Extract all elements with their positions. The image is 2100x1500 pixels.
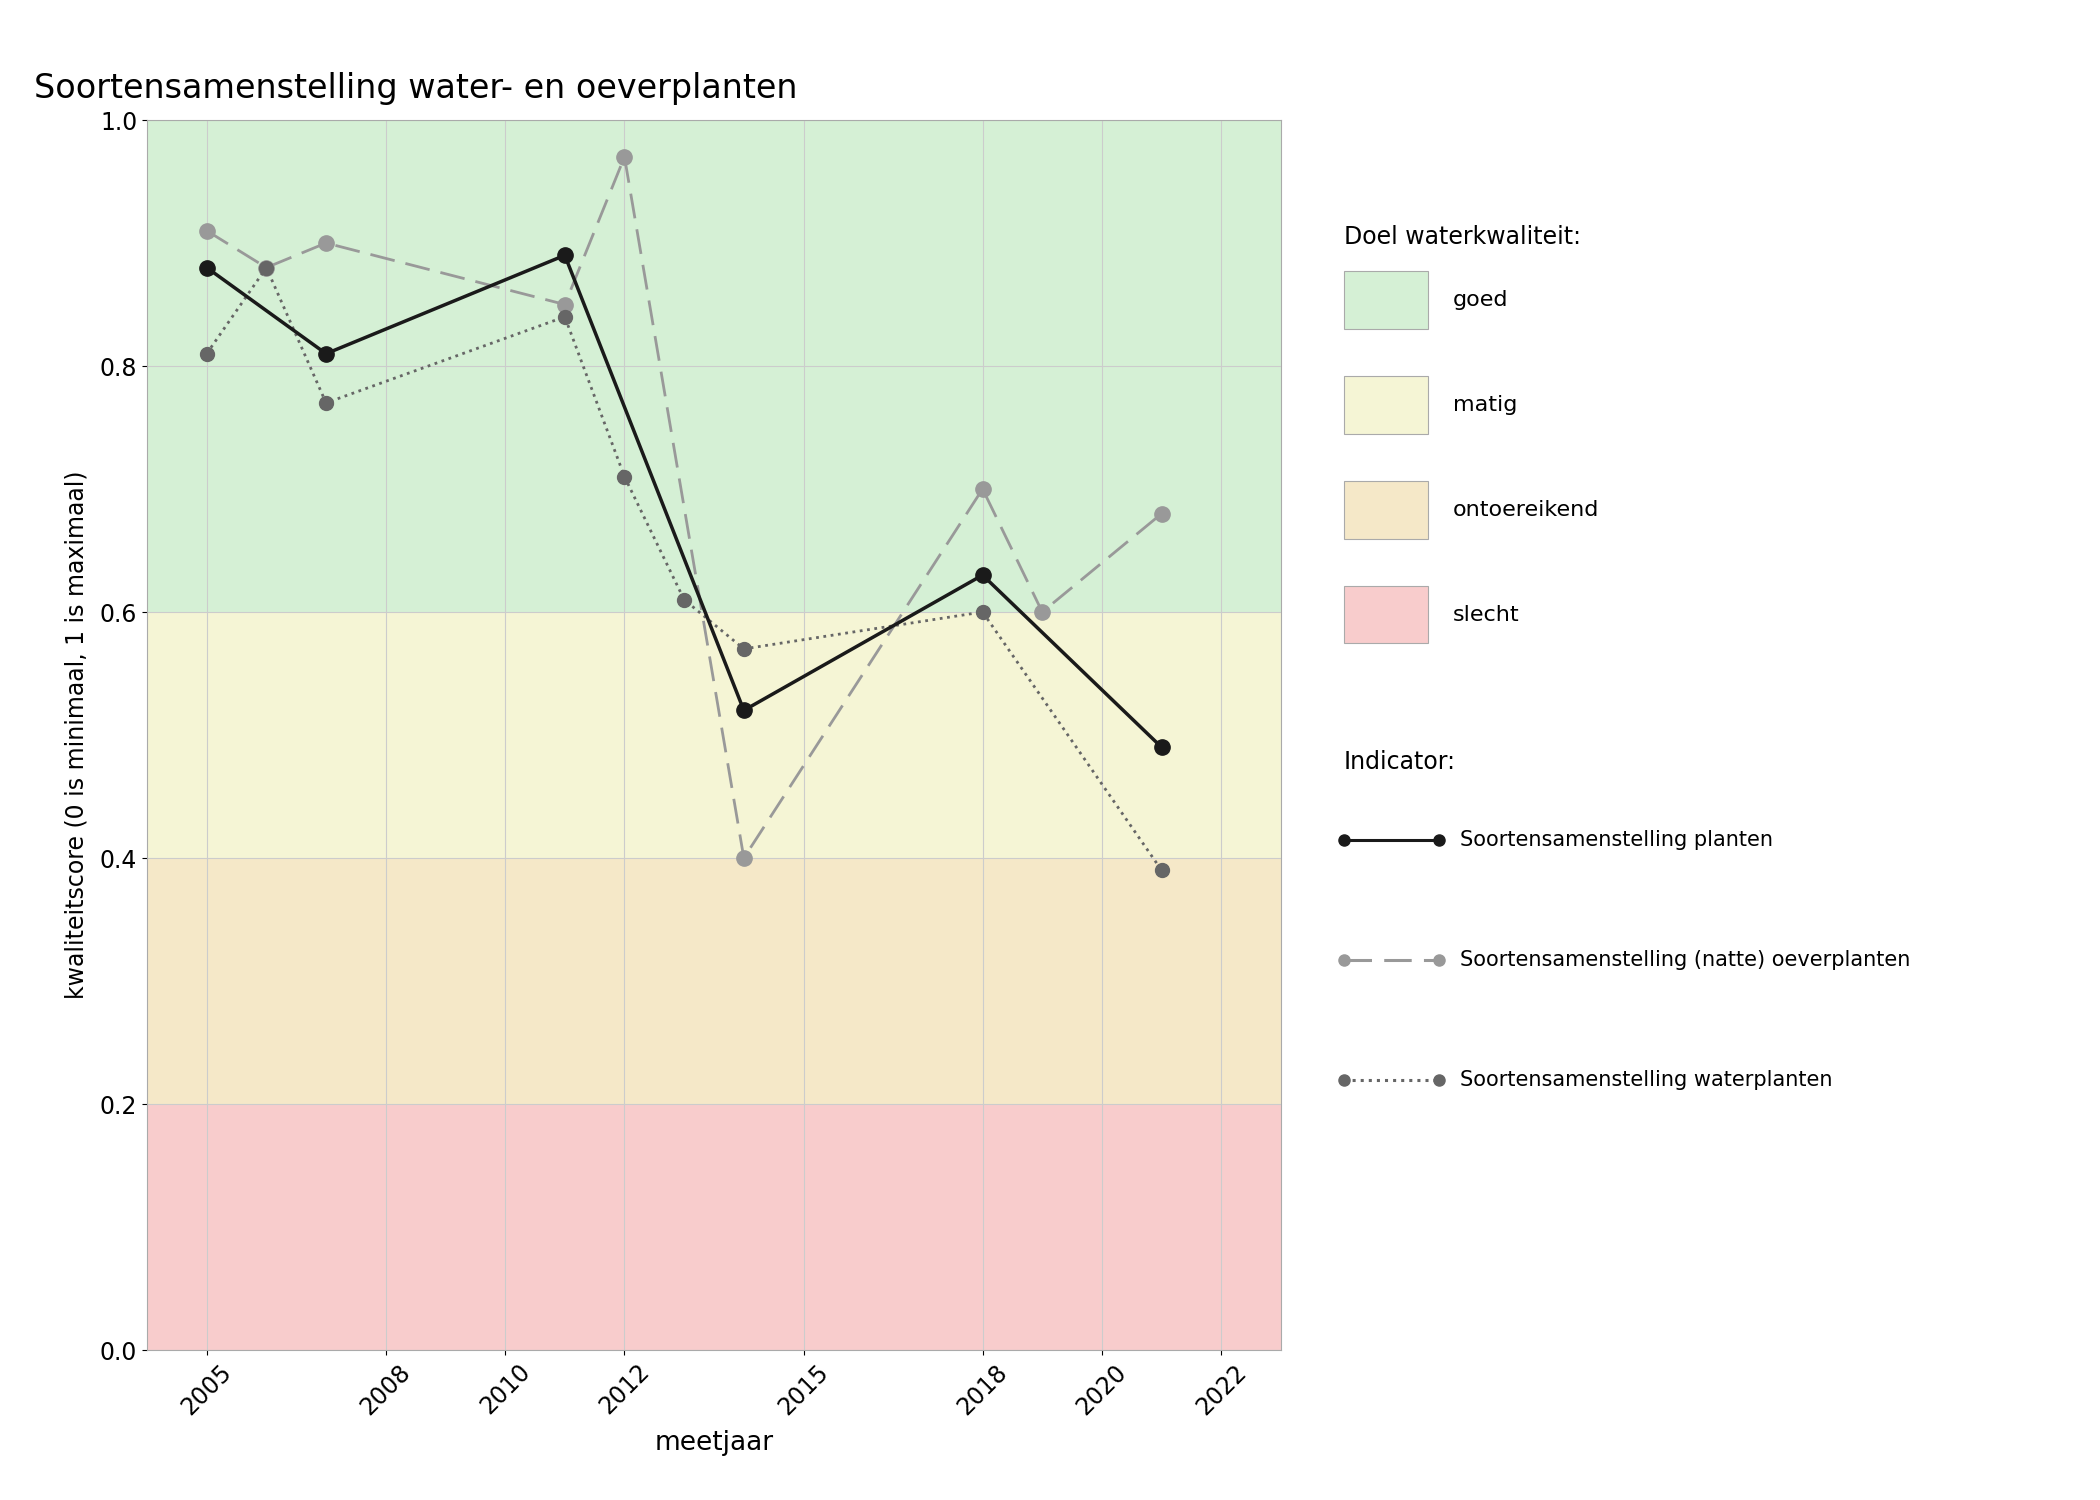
Text: Doel waterkwaliteit:: Doel waterkwaliteit: [1344, 225, 1581, 249]
Bar [147, 1104, 1281, 1350]
Text: Soortensamenstelling (natte) oeverplanten: Soortensamenstelling (natte) oeverplante… [1460, 950, 1909, 970]
Bar [147, 612, 1281, 858]
Bar [147, 858, 1281, 1104]
Text: matig: matig [1453, 394, 1518, 416]
Text: Soortensamenstelling planten: Soortensamenstelling planten [1460, 830, 1772, 850]
X-axis label: meetjaar: meetjaar [655, 1431, 773, 1456]
Text: goed: goed [1453, 290, 1508, 310]
Text: Soortensamenstelling waterplanten: Soortensamenstelling waterplanten [1460, 1070, 1831, 1090]
Text: Soortensamenstelling water- en oeverplanten: Soortensamenstelling water- en oeverplan… [34, 72, 798, 105]
Text: ontoereikend: ontoereikend [1453, 500, 1600, 520]
Text: slecht: slecht [1453, 604, 1520, 625]
Bar [147, 120, 1281, 612]
Text: Indicator:: Indicator: [1344, 750, 1455, 774]
Y-axis label: kwaliteitscore (0 is minimaal, 1 is maximaal): kwaliteitscore (0 is minimaal, 1 is maxi… [65, 471, 88, 999]
